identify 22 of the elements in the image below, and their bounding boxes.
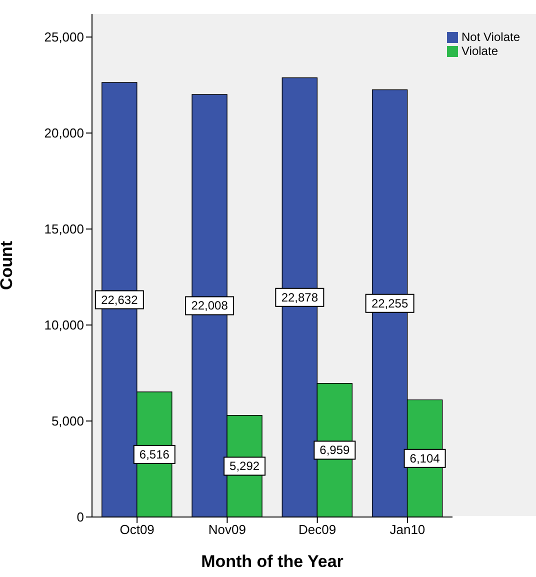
data-label: 6,959 (320, 443, 350, 458)
data-label: 22,255 (371, 296, 408, 310)
y-tick-label: 20,000 (44, 126, 84, 141)
y-tick-label: 5,000 (51, 414, 84, 429)
y-axis-title: Count (0, 240, 16, 290)
x-tick-label: Dec09 (298, 522, 336, 538)
data-label: 5,292 (230, 459, 260, 474)
data-label: 22,878 (281, 290, 318, 304)
x-axis-title: Month of the Year (201, 552, 344, 571)
legend-label: Not Violate (462, 30, 520, 44)
x-tick-label: Jan10 (390, 522, 426, 538)
y-tick-label: 25,000 (44, 30, 84, 45)
data-label: 22,632 (101, 292, 138, 307)
y-tick-label: 15,000 (44, 222, 84, 237)
x-tick-label: Oct09 (120, 522, 154, 538)
y-tick-label: 0 (76, 510, 84, 525)
y-tick-label: 10,000 (44, 318, 84, 333)
data-label: 22,008 (191, 298, 228, 313)
data-label: 6,104 (410, 451, 440, 466)
legend-label: Violate (462, 44, 498, 58)
x-tick-label: Nov09 (208, 522, 246, 538)
data-label: 6,516 (139, 447, 170, 462)
